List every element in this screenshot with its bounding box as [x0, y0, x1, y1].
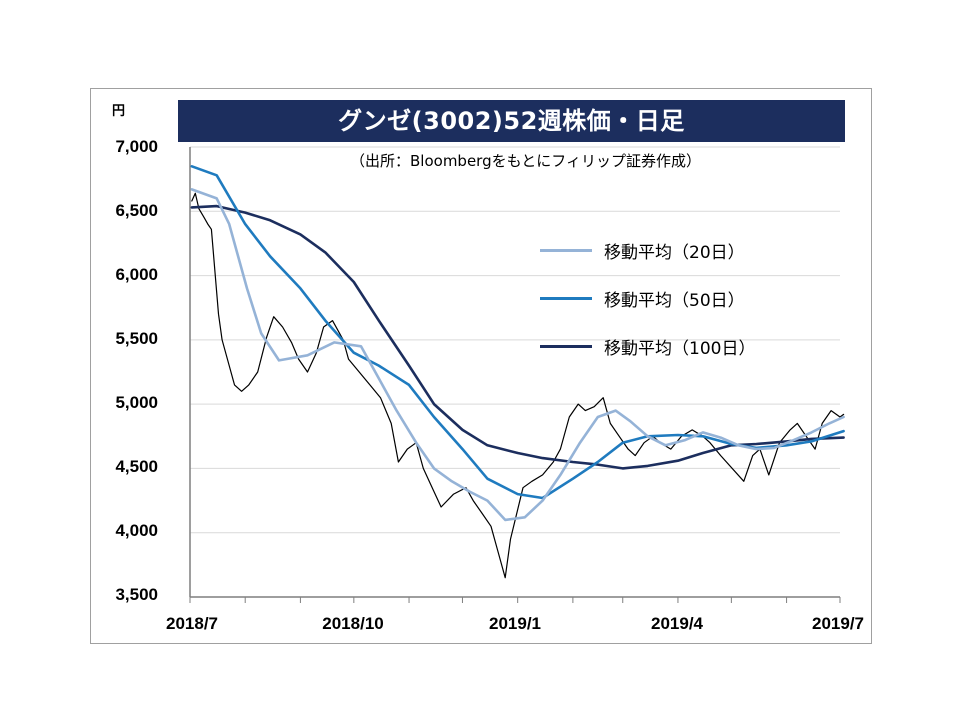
y-tick-label: 4,000 — [115, 521, 158, 540]
y-tick-label: 6,000 — [115, 265, 158, 284]
series-line — [190, 165, 845, 500]
y-tick-label: 3,500 — [115, 585, 158, 604]
series-lines — [190, 165, 845, 579]
axes — [189, 147, 841, 603]
y-tick-label: 5,500 — [115, 329, 158, 348]
price-line — [191, 192, 845, 579]
legend-label-ma50: 移動平均（50日） — [604, 291, 745, 311]
series-line — [190, 188, 845, 522]
unit-label: 円 — [112, 104, 126, 119]
y-tick-label: 6,500 — [115, 201, 158, 220]
x-tick-label: 2019/1 — [489, 614, 541, 633]
legend-label-ma100: 移動平均（100日） — [604, 339, 756, 359]
legend-swatch-ma20 — [540, 249, 592, 252]
legend-label-ma20: 移動平均（20日） — [604, 243, 745, 263]
chart-title: グンゼ(3002)52週株価・日足 — [178, 100, 845, 142]
legend-swatch-ma50 — [540, 297, 592, 300]
y-tick-label: 4,500 — [115, 457, 158, 476]
legend-swatch-ma100 — [540, 345, 592, 348]
y-tick-label: 5,000 — [115, 393, 158, 412]
x-tick-label: 2019/7 — [812, 614, 864, 633]
x-tick-label: 2018/10 — [322, 614, 384, 633]
source-note: （出所：Bloombergをもとにフィリップ証券作成） — [350, 152, 702, 170]
y-tick-label: 7,000 — [115, 137, 158, 156]
x-tick-label: 2018/7 — [166, 614, 218, 633]
x-tick-label: 2019/4 — [651, 614, 703, 633]
